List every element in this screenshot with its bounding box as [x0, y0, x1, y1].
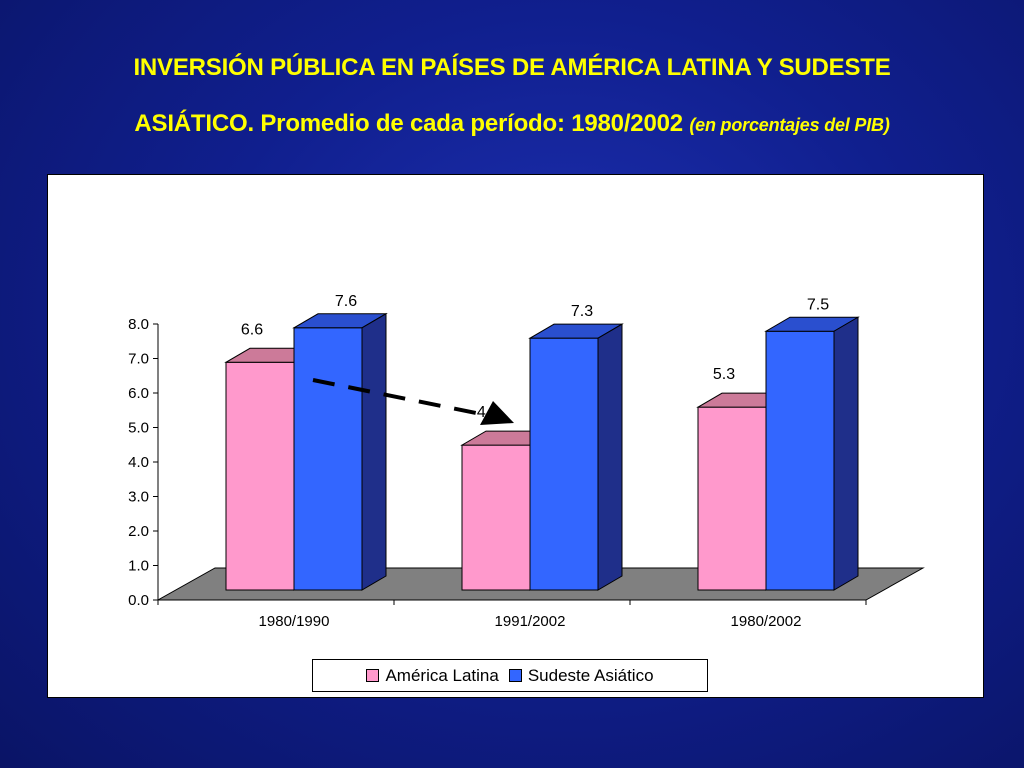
data-label: 5.3	[713, 366, 735, 383]
title-line-2: ASIÁTICO. Promedio de cada período: 1980…	[0, 96, 1024, 153]
bar-front-1-1	[529, 337, 599, 591]
y-tick-label: 2.0	[128, 523, 149, 540]
bar-side-1-0	[361, 312, 387, 591]
legend-swatch-sudeste-asiatico	[508, 669, 522, 682]
legend-item-america-latina: América Latina	[366, 665, 499, 686]
bar-chart: 0.0 1.0 2.0 3.0 4.0 5.0 6.0 7.0 8.0 1980/1990 1991…	[128, 293, 925, 630]
y-tick-label: 1.0	[128, 558, 149, 575]
bar-side-1-1	[597, 323, 623, 591]
title-note: (en porcentajes del PIB)	[689, 115, 890, 135]
legend-swatch-america-latina	[366, 669, 380, 682]
bar-side-1-2	[833, 316, 859, 591]
y-tick-label: 6.0	[128, 385, 149, 402]
chart-panel: 0.0 1.0 2.0 3.0 4.0 5.0 6.0 7.0 8.0 1980/1990 1991…	[47, 174, 984, 698]
data-label: 7.6	[335, 293, 357, 310]
data-label: 6.6	[241, 321, 263, 338]
bar-front-0-1	[461, 444, 531, 591]
data-label: 7.3	[571, 303, 593, 320]
y-tick-label: 7.0	[128, 351, 149, 368]
bar-front-0-2	[697, 406, 767, 591]
title-line-1: INVERSIÓN PÚBLICA EN PAÍSES DE AMÉRICA L…	[133, 54, 891, 81]
y-tick-label: 0.0	[128, 592, 149, 609]
y-tick-label: 3.0	[128, 489, 149, 506]
legend-item-sudeste-asiatico: Sudeste Asiático	[508, 665, 654, 686]
legend-label-sudeste-asiatico: Sudeste Asiático	[527, 665, 654, 685]
legend-label-america-latina: América Latina	[385, 665, 499, 685]
data-label: 7.5	[807, 296, 829, 313]
x-tick-label: 1991/2002	[495, 613, 566, 630]
y-tick-label: 8.0	[128, 316, 149, 333]
chart-legend: América Latina Sudeste Asiático	[312, 659, 708, 692]
y-tick-label: 4.0	[128, 454, 149, 471]
title-line-2-text: ASIÁTICO. Promedio de cada período: 1980…	[134, 110, 683, 137]
x-tick-label: 1980/1990	[259, 613, 330, 630]
dashed-arrow-head	[480, 401, 514, 425]
x-tick-label: 1980/2002	[731, 613, 802, 630]
y-tick-label: 5.0	[128, 420, 149, 437]
bar-front-0-0	[225, 361, 295, 591]
slide-title: INVERSIÓN PÚBLICA EN PAÍSES DE AMÉRICA L…	[0, 40, 1024, 153]
bar-front-1-0	[293, 327, 363, 591]
dashed-arrow-line	[312, 378, 477, 415]
bar-front-1-2	[765, 330, 835, 591]
